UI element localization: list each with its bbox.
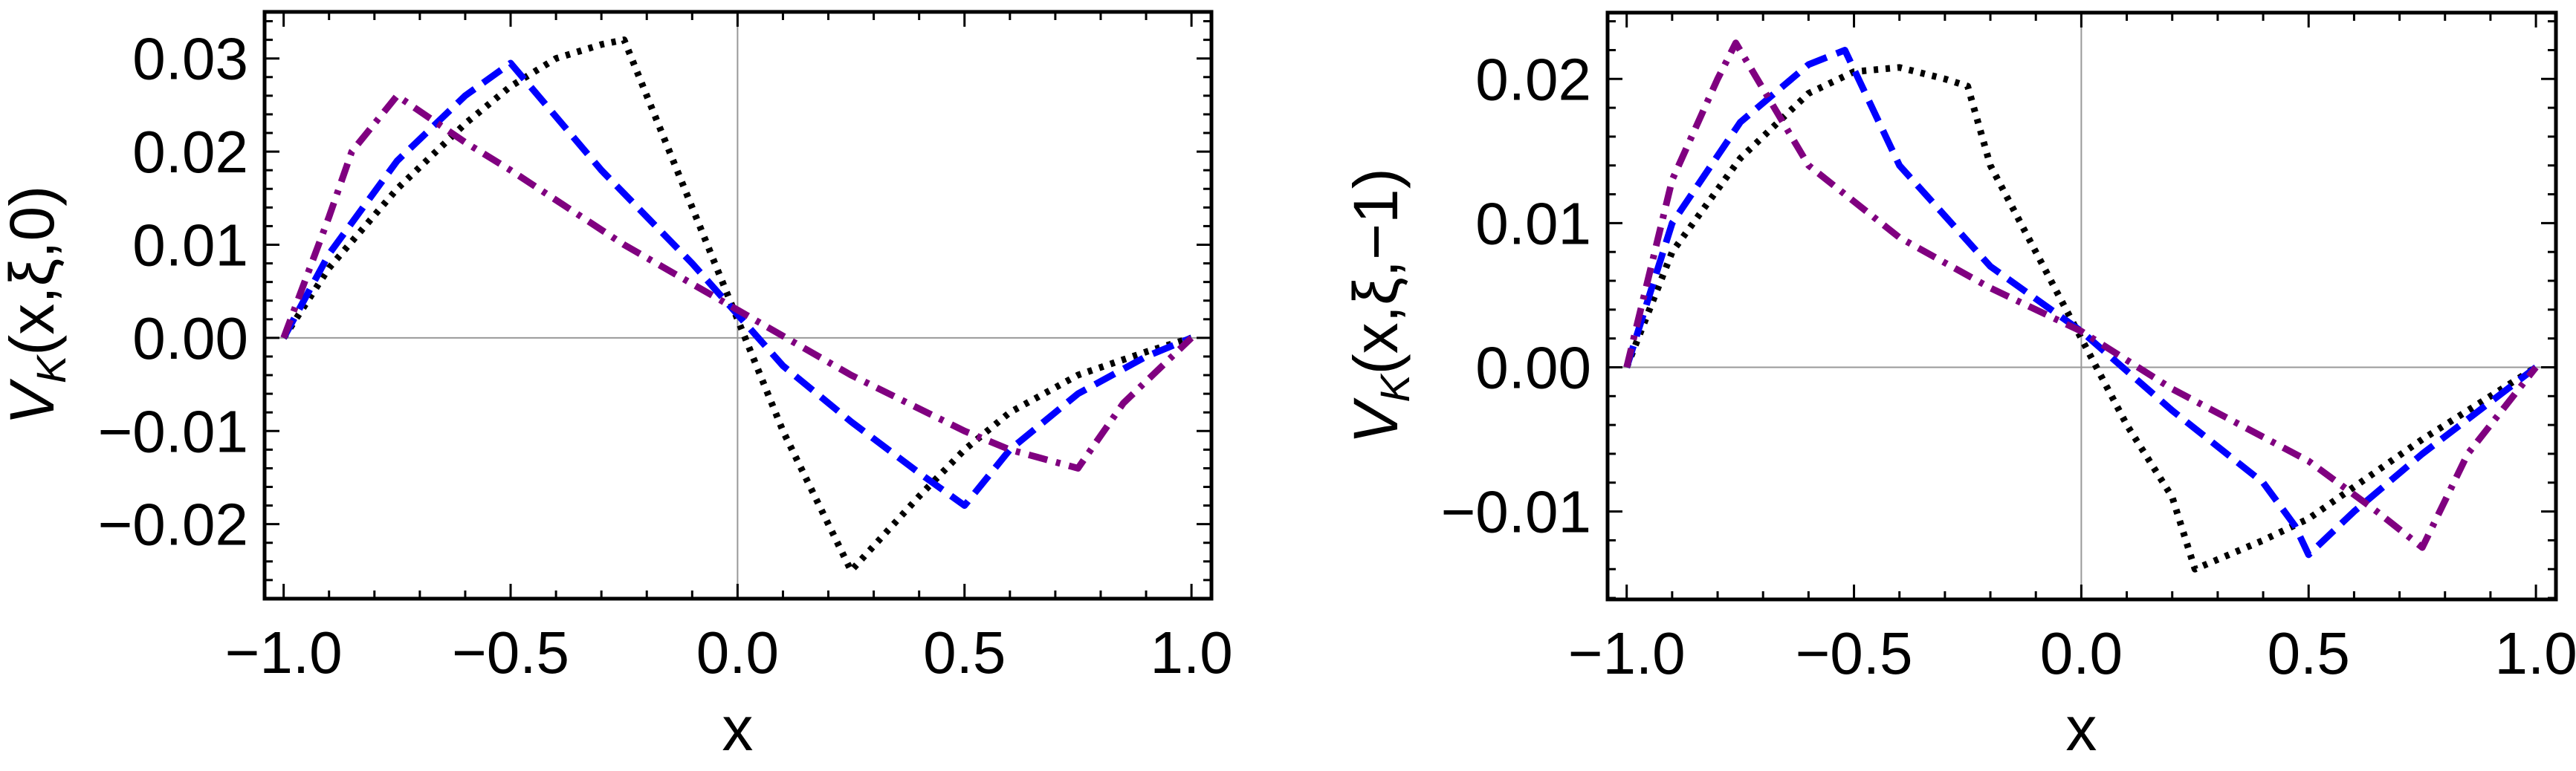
y-label-main: V	[1341, 397, 1411, 444]
x-axis-label: x	[722, 694, 753, 764]
y-axis-label: VK(x,ξ,−1)	[1341, 168, 1418, 443]
y-tick-label: −0.01	[98, 398, 248, 464]
x-tick-label: −1.0	[1568, 620, 1686, 686]
x-tick-label: 1.0	[2494, 620, 2576, 686]
left-plot-panel: −1.0 −0.5 0.0 0.5 1.0 0.03 0.02 0.01 0.00 −0.01 −0…	[0, 10, 1233, 764]
y-label-args: (x,ξ,0)	[0, 186, 67, 356]
plot-frame	[262, 10, 1214, 601]
x-tick-label: −0.5	[1796, 620, 1913, 686]
y-tick-label: 0.02	[1475, 46, 1591, 112]
x-axis-label: x	[2065, 694, 2097, 764]
plot-frame	[1605, 10, 2558, 602]
series-line-blue-dashed	[280, 59, 1193, 510]
y-tick-label: −0.02	[98, 492, 248, 558]
y-label-main: V	[0, 378, 67, 425]
right-plot-panel: −1.0 −0.5 0.0 0.5 1.0 0.02 0.01 0.00 −0.01 x VK(x,…	[1341, 10, 2576, 764]
x-tick-label: 0.0	[696, 619, 779, 686]
y-label-args: (x,ξ,−1)	[1341, 168, 1411, 374]
x-tick-label: 0.5	[923, 619, 1006, 686]
y-tick-label: −0.01	[1441, 479, 1591, 545]
y-tick-label: 0.03	[132, 26, 248, 92]
y-label-subscript: K	[27, 354, 74, 383]
series-line-blue-dashed	[1623, 47, 2538, 559]
x-tick-label: −0.5	[452, 619, 569, 686]
y-tick-label: 0.00	[1475, 334, 1591, 400]
series-line-black-dotted	[1623, 64, 2538, 573]
y-tick-label: 0.00	[132, 305, 248, 371]
x-tick-label: 1.0	[1151, 619, 1233, 686]
x-tick-label: 0.5	[2268, 620, 2350, 686]
x-tick-label: 0.0	[2040, 620, 2123, 686]
y-label-subscript: K	[1371, 373, 1418, 403]
y-tick-label: 0.01	[1475, 190, 1591, 256]
y-tick-label: 0.01	[132, 212, 248, 278]
x-tick-label: −1.0	[225, 619, 343, 686]
y-tick-label: 0.02	[132, 119, 248, 185]
series-line-purple-dashdot	[1623, 39, 2539, 551]
series-line-purple-dashdot	[280, 92, 1194, 472]
y-axis-label: VK(x,ξ,0)	[0, 186, 74, 425]
